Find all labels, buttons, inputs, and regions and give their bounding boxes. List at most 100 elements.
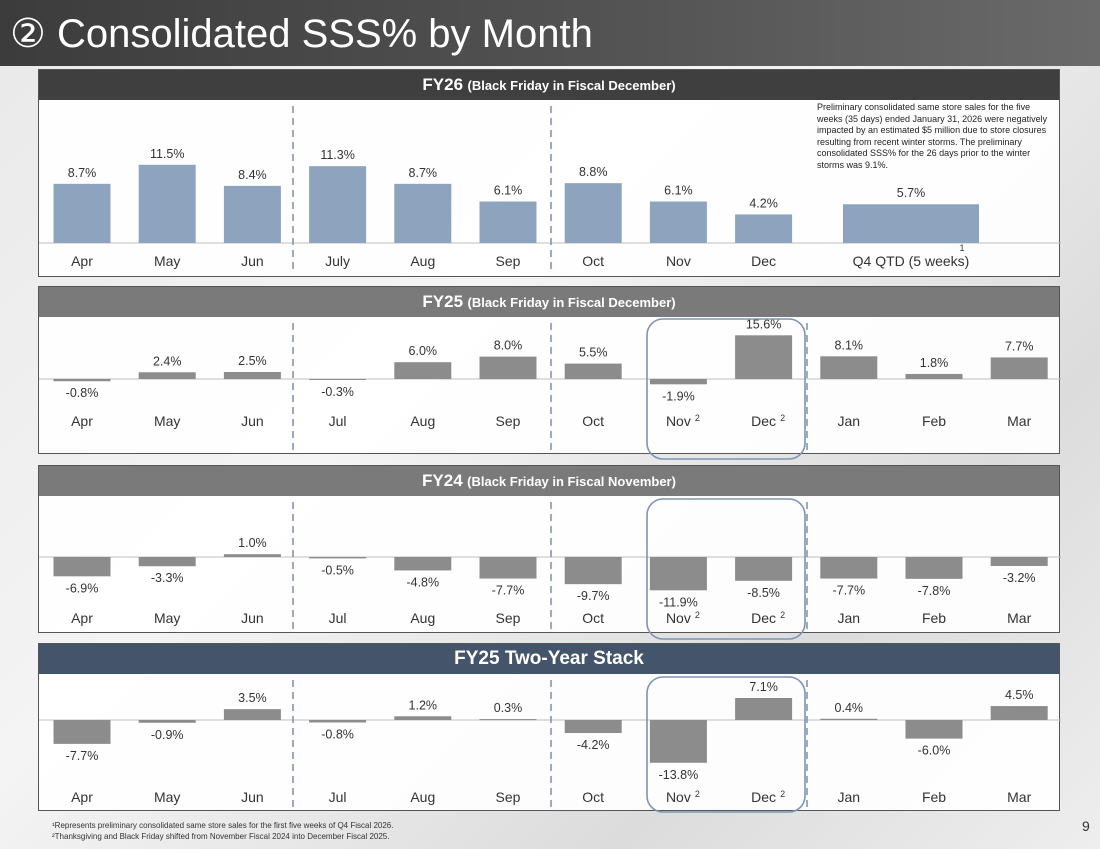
fy25-category-label: Oct	[582, 413, 604, 429]
stack-bar-jun	[223, 709, 281, 720]
page-title: ② Consolidated SSS% by Month	[10, 12, 593, 56]
fy24-bar-aug	[394, 557, 452, 571]
fy25-value-label: -1.9%	[662, 389, 695, 403]
stack-panel: FY25 Two-Year Stack -7.7% Apr -0.9% May 3.5%…	[38, 643, 1061, 813]
stack-highlight-box	[646, 676, 806, 813]
fy25-value-label: 5.5%	[579, 346, 608, 360]
fy25-bar-jul	[309, 379, 367, 380]
fy26-value-label: 4.2%	[749, 196, 778, 210]
fy25-category-label: Feb	[922, 413, 946, 429]
fy24-bar-mar	[990, 557, 1048, 566]
stack-value-label: 1.2%	[409, 698, 438, 712]
fy24-value-label: -6.9%	[66, 581, 99, 595]
fy25-bar-dec	[735, 335, 793, 379]
stack-bar-feb	[905, 720, 963, 739]
fy25-panel: FY25 (Black Friday in Fiscal December) -…	[38, 286, 1061, 460]
fy26-value-label: 8.7%	[409, 166, 438, 180]
fy25-chart: -0.8% Apr 2.4% May 2.5% Jun -0.3% Jul 6.0% Aug 8.0…	[39, 317, 1061, 460]
fy26-category-label: May	[154, 253, 180, 269]
stack-value-label: -0.8%	[321, 727, 354, 741]
fy26-bar-july	[309, 166, 367, 243]
fy24-value-label: -9.7%	[577, 589, 610, 603]
stack-bar-apr	[53, 720, 111, 744]
fy26-superscript: 1	[959, 243, 964, 253]
fy24-header: FY24 (Black Friday in Fiscal November)	[39, 466, 1059, 496]
stack-value-label: 0.3%	[494, 701, 523, 715]
fy25-value-label: 2.5%	[238, 354, 267, 368]
fy24-value-label: -7.7%	[832, 584, 865, 598]
stack-value-label: 0.4%	[835, 701, 864, 715]
fy26-value-label: 8.8%	[579, 165, 608, 179]
footnotes: ¹Represents preliminary consolidated sam…	[52, 820, 393, 842]
fy24-subtitle: (Black Friday in Fiscal November)	[467, 474, 676, 489]
fy24-bar-jul	[309, 557, 367, 559]
fy25-header: FY25 (Black Friday in Fiscal December)	[39, 287, 1059, 317]
fy24-bar-nov	[649, 557, 707, 591]
fy24-bar-jan	[820, 557, 878, 579]
fy25-category-label: Sep	[496, 413, 521, 429]
fy26-category-label: Aug	[410, 253, 435, 269]
page-number: 9	[1082, 818, 1090, 834]
stack-category-label: Nov	[666, 789, 691, 805]
fy25-category-label: Jun	[241, 413, 264, 429]
fy24-bar-jun	[223, 554, 281, 557]
stack-value-label: -13.8%	[659, 768, 699, 782]
fy24-chart: -6.9% Apr -3.3% May 1.0% Jun -0.5% Jul -4.8% Aug -…	[39, 498, 1061, 640]
fy26-bar-may	[138, 164, 196, 243]
fy25-category-label: Nov	[666, 413, 691, 429]
fy26-value-label: 11.3%	[320, 148, 355, 162]
fy26-panel: FY26 (Black Friday in Fiscal December) P…	[38, 69, 1061, 277]
fy25-category-label: Aug	[410, 413, 435, 429]
fy25-superscript: 2	[695, 413, 700, 423]
stack-bar-jul	[309, 720, 367, 723]
fy24-category-label: Sep	[496, 610, 521, 626]
fy25-bar-nov	[649, 379, 707, 385]
stack-category-label: Apr	[71, 789, 93, 805]
fy25-bar-oct	[564, 363, 622, 379]
footnote-1: ¹Represents preliminary consolidated sam…	[52, 821, 394, 830]
stack-bar-sep	[479, 719, 537, 721]
fy24-category-label: Jul	[329, 610, 347, 626]
fy26-category-label: Dec	[751, 253, 776, 269]
fy26-category-label: Apr	[71, 253, 93, 269]
fy25-value-label: 7.7%	[1005, 339, 1033, 353]
fy24-category-label: Feb	[922, 610, 946, 626]
fy24-category-label: Oct	[582, 610, 604, 626]
fy25-bar-jan	[820, 356, 878, 379]
fy25-bar-aug	[394, 362, 452, 379]
stack-category-label: Aug	[410, 789, 435, 805]
stack-bar-jan	[820, 718, 878, 720]
stack-value-label: 4.5%	[1005, 688, 1033, 702]
fy24-bar-apr	[53, 557, 111, 577]
fy26-category-label: Oct	[582, 253, 604, 269]
fy25-value-label: 6.0%	[409, 344, 438, 358]
stack-category-label: May	[154, 789, 180, 805]
fy26-value-label: 6.1%	[664, 184, 693, 198]
fy24-category-label: May	[154, 610, 180, 626]
fy25-value-label: 8.1%	[835, 338, 864, 352]
fy24-category-label: Jan	[838, 610, 861, 626]
fy26-bar-apr	[53, 183, 111, 243]
fy25-category-label: Apr	[71, 413, 93, 429]
fy24-category-label: Jun	[241, 610, 264, 626]
fy24-value-label: 1.0%	[238, 536, 267, 550]
stack-bar-mar	[990, 706, 1048, 720]
stack-value-label: 3.5%	[238, 691, 267, 705]
fy25-value-label: -0.3%	[321, 385, 354, 399]
fy26-value-label: 6.1%	[494, 184, 523, 198]
fy24-value-label: -8.5%	[747, 586, 780, 600]
fy24-value-label: -7.7%	[492, 584, 525, 598]
fy24-value-label: -3.3%	[151, 571, 184, 585]
fy25-bar-mar	[990, 357, 1048, 379]
fy24-superscript: 2	[780, 610, 785, 620]
stack-bar-dec	[735, 697, 793, 720]
stack-bar-oct	[564, 720, 622, 734]
stack-category-label: Jun	[241, 789, 264, 805]
fy24-value-label: -0.5%	[321, 563, 354, 577]
fy25-bar-sep	[479, 356, 537, 379]
fy24-bar-dec	[735, 557, 793, 581]
fy25-value-label: 8.0%	[494, 339, 523, 353]
footnote-2: ²Thanksgiving and Black Friday shifted f…	[52, 832, 390, 841]
fy24-category-label: Nov	[666, 610, 691, 626]
fy24-bar-feb	[905, 557, 963, 579]
